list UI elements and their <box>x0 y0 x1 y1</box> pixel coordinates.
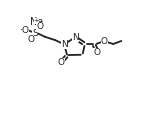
Text: O: O <box>27 35 34 44</box>
Text: S: S <box>32 29 38 38</box>
Text: O: O <box>101 37 108 46</box>
Text: O: O <box>37 22 44 31</box>
Text: −: − <box>19 26 25 35</box>
Text: O: O <box>58 58 65 67</box>
Text: N: N <box>61 40 68 49</box>
Text: O: O <box>93 48 100 57</box>
Text: Na: Na <box>30 17 43 27</box>
Text: +: + <box>34 18 39 24</box>
Text: O: O <box>22 26 29 35</box>
Text: N: N <box>72 33 79 42</box>
